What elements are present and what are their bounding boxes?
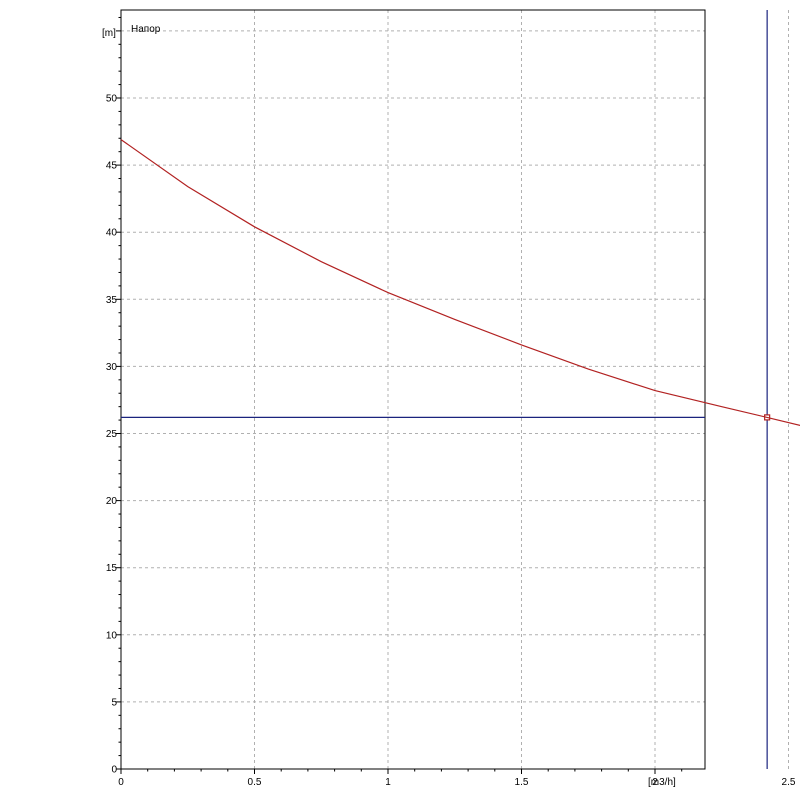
y-tick-label: 20 [106, 496, 118, 507]
x-axis-label: [m3/h] [648, 777, 676, 788]
grid [121, 10, 789, 769]
y-axis-label: [m] [102, 28, 116, 39]
y-tick-label: 15 [106, 563, 118, 574]
x-tick-label: 2 [652, 777, 658, 788]
y-tick-label: 40 [106, 228, 118, 239]
y-tick-label: 25 [106, 429, 118, 440]
axes [116, 9, 706, 774]
y-tick-label: 35 [106, 295, 118, 306]
chart-title: Напор [131, 24, 161, 35]
series-line-jet-82 [120, 139, 800, 427]
x-axis-ticks: 00.511.522.533.5 [118, 777, 796, 788]
y-tick-label: 10 [106, 630, 118, 641]
plot-frame [120, 9, 706, 770]
x-tick-label: 1 [385, 777, 391, 788]
y-tick-label: 0 [111, 765, 117, 776]
y-tick-label: 45 [106, 161, 118, 172]
y-tick-label: 50 [106, 94, 118, 105]
x-tick-label: 2.5 [782, 777, 796, 788]
x-tick-label: 0 [118, 777, 124, 788]
y-axis-ticks: 0 5 10 15 20 25 30 35 40 45 50 [106, 94, 118, 776]
y-tick-label: 30 [106, 362, 118, 373]
x-tick-label: 1.5 [515, 777, 529, 788]
x-tick-label: 0.5 [248, 777, 262, 788]
series: JET 82 [120, 139, 800, 427]
y-tick-label: 5 [111, 697, 117, 708]
